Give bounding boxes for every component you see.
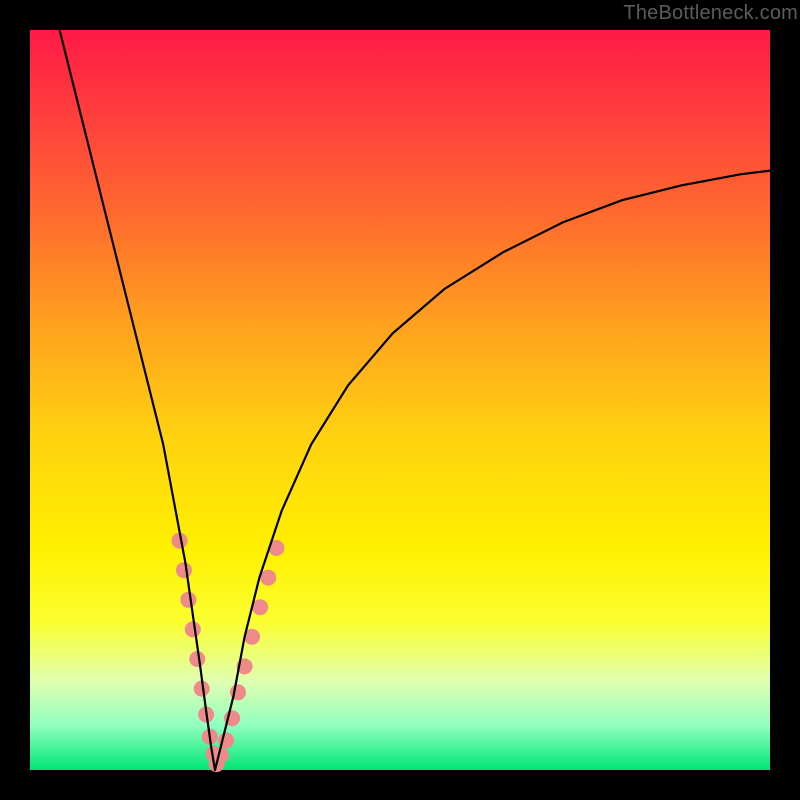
data-marker xyxy=(260,570,276,586)
chart-canvas: TheBottleneck.com xyxy=(0,0,800,800)
data-marker xyxy=(185,621,201,637)
data-marker xyxy=(252,599,268,615)
data-marker xyxy=(176,562,192,578)
bottleneck-curve-chart xyxy=(0,0,800,800)
data-marker xyxy=(180,592,196,608)
plot-background xyxy=(30,30,770,770)
